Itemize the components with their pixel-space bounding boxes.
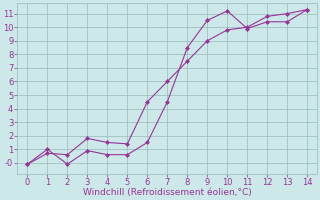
X-axis label: Windchill (Refroidissement éolien,°C): Windchill (Refroidissement éolien,°C) bbox=[83, 188, 252, 197]
